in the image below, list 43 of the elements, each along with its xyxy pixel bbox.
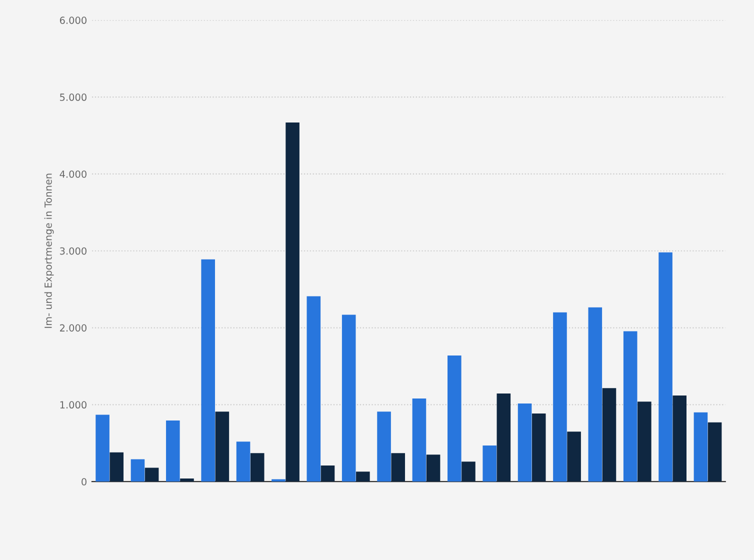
bar <box>462 462 476 482</box>
bar <box>166 420 180 482</box>
bar <box>638 402 652 482</box>
bar <box>96 414 110 482</box>
bar <box>215 412 230 482</box>
bar <box>602 388 616 482</box>
bar <box>553 312 567 482</box>
bar <box>482 445 496 482</box>
bar <box>286 122 300 482</box>
bar <box>588 307 602 482</box>
y-tick-label: 0 <box>82 478 86 486</box>
bar <box>426 454 440 482</box>
y-tick-label: 5.000 <box>60 94 86 101</box>
bar <box>320 465 335 482</box>
bar <box>180 478 194 482</box>
y-tick-label: 4.000 <box>60 170 86 178</box>
bar <box>672 395 686 482</box>
bar <box>236 442 250 482</box>
bar <box>518 404 532 482</box>
bar <box>694 412 708 482</box>
bar <box>532 414 546 482</box>
bar <box>356 472 370 482</box>
bar <box>623 331 638 482</box>
y-tick-label: 2.000 <box>60 324 86 332</box>
bar <box>250 453 264 482</box>
y-tick-label: 3.000 <box>60 247 86 255</box>
bar <box>496 394 511 482</box>
bar <box>708 422 722 482</box>
bar <box>567 432 581 482</box>
bar <box>658 252 672 482</box>
bar <box>110 452 124 482</box>
bar <box>391 453 406 482</box>
y-axis-title: Im- und Exportmenge in Tonnen <box>44 174 54 328</box>
bar <box>144 468 159 482</box>
bar <box>377 412 391 482</box>
bar <box>342 314 356 482</box>
y-tick-label: 1.000 <box>60 401 86 409</box>
y-tick-label: 6.000 <box>60 16 86 24</box>
bar <box>201 259 215 482</box>
bar <box>130 459 145 482</box>
bar <box>306 296 321 482</box>
bar <box>448 355 462 482</box>
bar <box>412 398 426 482</box>
